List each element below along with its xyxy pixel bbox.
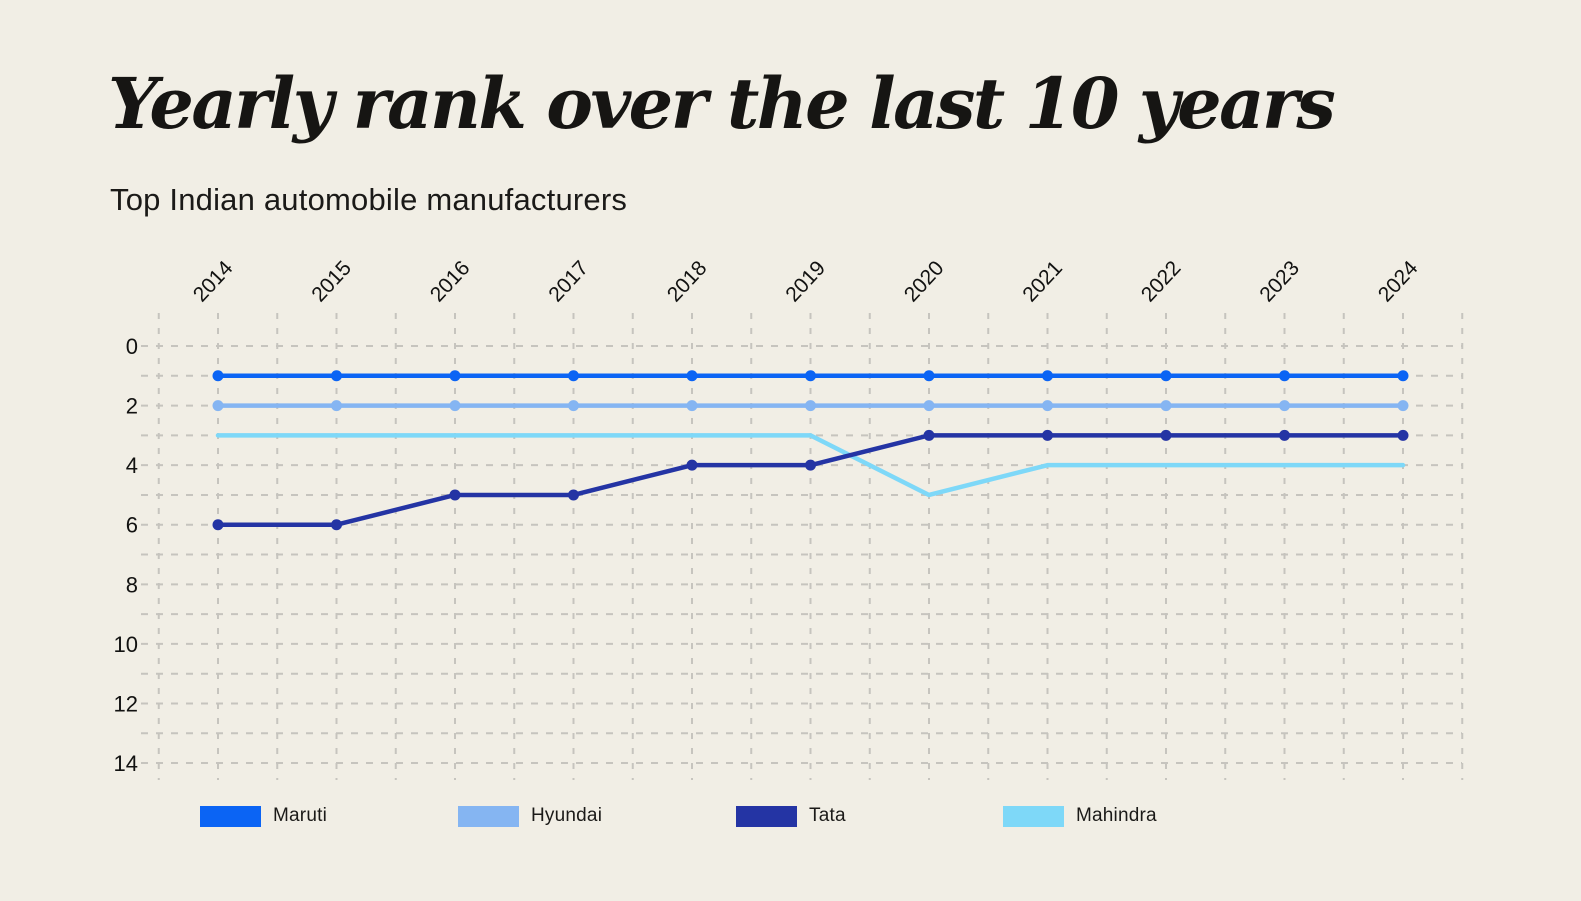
year-label-2014: 2014 (189, 256, 238, 306)
data-point-maruti-2024 (1397, 370, 1409, 382)
year-label-2016: 2016 (426, 257, 475, 307)
page-subtitle: Top Indian automobile manufacturers (110, 182, 628, 217)
series-tata (212, 429, 1409, 531)
legend-item-tata: Tata (736, 803, 846, 829)
page-title: Yearly rank over the last 10 years (108, 62, 1336, 145)
data-point-tata-2022 (1160, 429, 1172, 441)
data-point-maruti-2019 (805, 370, 816, 382)
data-point-maruti-2018 (686, 370, 698, 382)
legend-label-mahindra: Mahindra (1076, 805, 1157, 826)
year-label-2024: 2024 (1374, 256, 1423, 306)
legend-item-mahindra: Mahindra (1003, 803, 1157, 829)
series-mahindra (215, 433, 1406, 498)
data-point-tata-2014 (212, 519, 224, 531)
data-point-tata-2018 (686, 459, 698, 471)
legend-swatch-tata (736, 805, 797, 827)
legend-label-hyundai: Hyundai (531, 805, 603, 826)
data-point-hyundai-2019 (805, 400, 816, 412)
data-point-tata-2015 (331, 519, 342, 531)
year-label-2020: 2020 (900, 257, 949, 307)
legend-label-maruti: Maruti (273, 805, 327, 826)
y-tick-label-4: 4 (126, 453, 138, 478)
data-point-hyundai-2015 (331, 400, 342, 412)
data-point-tata-2017 (568, 489, 579, 501)
y-tick-label-14: 14 (114, 751, 138, 776)
data-point-hyundai-2023 (1279, 400, 1290, 412)
y-tick-label-2: 2 (126, 394, 138, 419)
year-label-2015: 2015 (307, 257, 356, 307)
data-point-tata-2016 (449, 489, 461, 501)
legend-swatch-hyundai (458, 805, 519, 827)
data-point-hyundai-2014 (212, 400, 224, 412)
data-point-maruti-2014 (212, 370, 224, 382)
data-point-hyundai-2016 (449, 400, 461, 412)
y-tick-label-12: 12 (114, 691, 138, 716)
legend-item-hyundai: Hyundai (458, 803, 602, 829)
series-line-mahindra (215, 433, 1406, 498)
y-tick-label-8: 8 (126, 572, 138, 597)
data-point-maruti-2022 (1160, 370, 1172, 382)
y-tick-label-6: 6 (126, 513, 138, 538)
data-point-hyundai-2017 (568, 400, 579, 412)
data-point-hyundai-2024 (1397, 400, 1409, 412)
data-point-maruti-2016 (449, 370, 461, 382)
data-point-tata-2020 (923, 429, 935, 441)
data-point-maruti-2015 (331, 370, 342, 382)
year-label-2018: 2018 (663, 257, 712, 307)
data-point-maruti-2021 (1042, 370, 1053, 382)
vertical-gridlines (157, 313, 1464, 780)
data-point-hyundai-2022 (1160, 400, 1172, 412)
data-point-hyundai-2020 (923, 400, 935, 412)
y-tick-label-10: 10 (114, 632, 138, 657)
year-label-2017: 2017 (544, 257, 593, 307)
legend-label-tata: Tata (809, 805, 846, 826)
x-axis-year-labels: 2014 2015 2016 2017 2018 2019 2020 2021 2022 2023… (189, 256, 1423, 306)
legend-swatch-maruti (200, 805, 261, 827)
year-label-2023: 2023 (1255, 257, 1304, 307)
legend: Maruti Hyundai Tata Mahindra (0, 803, 1581, 833)
data-point-tata-2023 (1279, 429, 1290, 441)
series-maruti (212, 370, 1409, 382)
data-point-tata-2021 (1042, 429, 1053, 441)
year-label-2021: 2021 (1018, 257, 1067, 307)
legend-swatch-mahindra (1003, 805, 1064, 827)
series-hyundai (212, 400, 1409, 412)
data-point-maruti-2023 (1279, 370, 1290, 382)
data-point-tata-2024 (1397, 429, 1409, 441)
y-axis-labels: 0 2 4 6 8 10 12 14 (114, 334, 138, 776)
year-label-2019: 2019 (781, 257, 830, 307)
data-point-hyundai-2021 (1042, 400, 1053, 412)
data-point-hyundai-2018 (686, 400, 698, 412)
legend-item-maruti: Maruti (200, 803, 327, 829)
data-point-maruti-2017 (568, 370, 579, 382)
data-point-tata-2019 (805, 459, 816, 471)
year-label-2022: 2022 (1137, 257, 1186, 307)
y-tick-label-0: 0 (126, 334, 138, 359)
data-point-maruti-2020 (923, 370, 935, 382)
